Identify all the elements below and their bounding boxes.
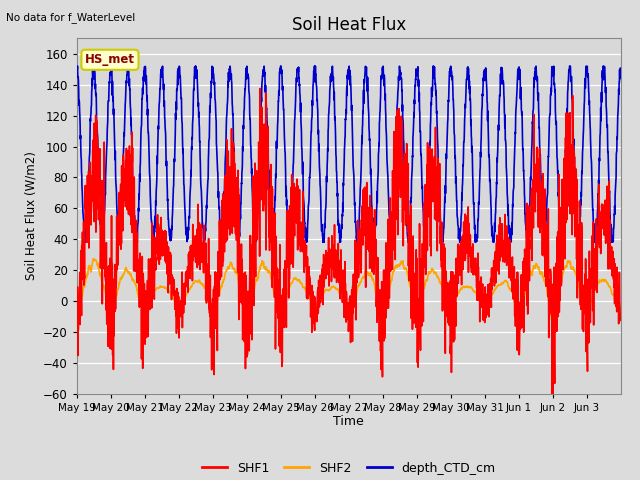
Text: No data for f_WaterLevel: No data for f_WaterLevel (6, 12, 136, 23)
Legend: SHF1, SHF2, depth_CTD_cm: SHF1, SHF2, depth_CTD_cm (197, 456, 500, 480)
X-axis label: Time: Time (333, 415, 364, 429)
Title: Soil Heat Flux: Soil Heat Flux (292, 16, 406, 34)
Y-axis label: Soil Heat Flux (W/m2): Soil Heat Flux (W/m2) (24, 152, 38, 280)
Text: HS_met: HS_met (85, 53, 135, 66)
